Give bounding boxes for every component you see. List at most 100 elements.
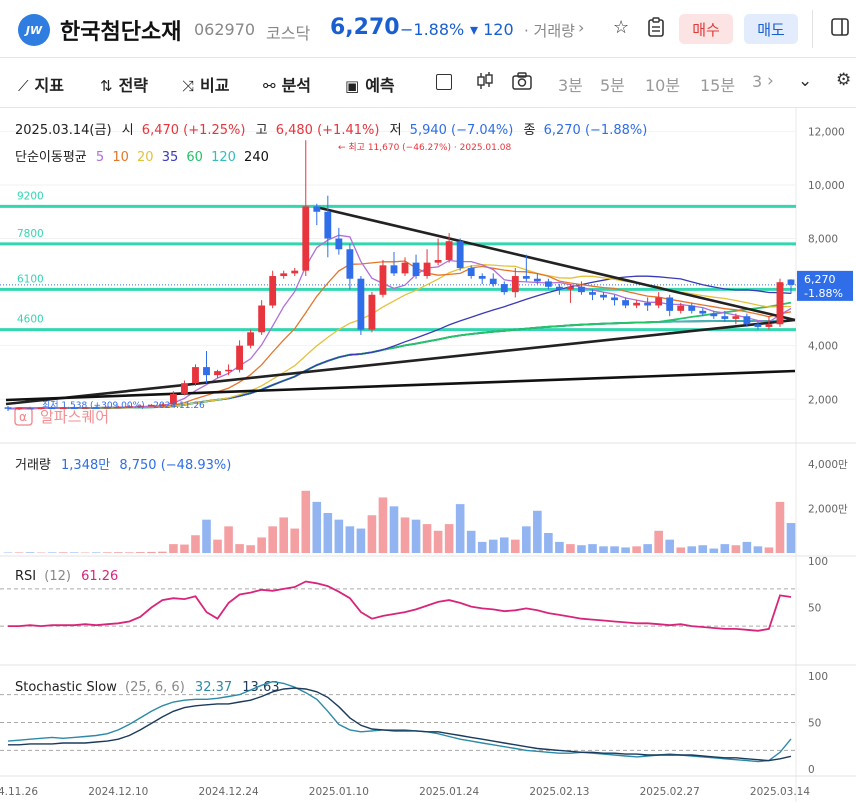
candle-body	[103, 407, 111, 409]
candle-body	[59, 407, 67, 410]
volume-bar	[466, 530, 476, 553]
candle-body	[533, 278, 541, 282]
timeframe-10m[interactable]: 10분	[645, 76, 681, 95]
level-label: 6100	[17, 273, 44, 285]
volume-bar	[158, 551, 167, 553]
chevron-right-icon[interactable]: ›	[578, 18, 585, 37]
info-high: 6,480 (+1.41%)	[276, 123, 380, 138]
volume-label: · 거래량	[524, 22, 575, 40]
buy-button[interactable]: 매수	[679, 14, 733, 44]
volume-bar	[202, 519, 211, 553]
star-icon[interactable]: ☆	[613, 17, 630, 38]
candle-body	[236, 345, 244, 370]
volume-bar	[764, 547, 774, 553]
info-open: 6,470 (+1.25%)	[142, 123, 246, 138]
candle-body	[721, 316, 729, 319]
candle-body	[699, 310, 707, 314]
candle-body	[247, 332, 255, 346]
gear-icon[interactable]: ⚙	[836, 70, 852, 90]
candle-body	[578, 286, 585, 293]
candle-body	[136, 405, 144, 408]
drawing-box-icon[interactable]	[436, 74, 452, 90]
candle-body	[776, 282, 784, 325]
candle-body	[544, 281, 552, 287]
high-annotation: ← 최고 11,670 (−46.27%) · 2025.01.08	[338, 142, 511, 153]
low-annotation: 최저 1,538 (+309.00%) · 2024.11.26	[42, 400, 205, 411]
company-logo: JW	[18, 14, 50, 46]
volume-bar	[422, 524, 432, 553]
volume-bar	[235, 544, 244, 553]
volume-bar	[522, 526, 531, 553]
timeframe-more[interactable]: 3	[752, 72, 763, 91]
volume-bar	[588, 544, 597, 553]
candle-body	[158, 404, 166, 406]
sell-button[interactable]: 매도	[744, 14, 798, 44]
rsi-tick-label: 100	[808, 556, 828, 568]
volume-tick-label: 2,000만	[808, 504, 848, 516]
volume-bar	[69, 552, 79, 553]
candle-body	[754, 324, 762, 327]
volume-bar	[665, 539, 674, 553]
candle-body	[787, 279, 795, 285]
current-price: 6,270	[330, 15, 400, 40]
rsi-line	[8, 580, 792, 632]
x-tick-label: 2024.12.24	[199, 786, 259, 798]
candle-body	[589, 292, 596, 295]
volume-bar	[477, 541, 487, 553]
timeframe-3m[interactable]: 3분	[558, 76, 583, 95]
candle-body	[346, 249, 354, 279]
volume-bar	[91, 552, 101, 553]
indicator-button[interactable]: ⟋ 지표	[18, 76, 64, 95]
candle-body	[445, 241, 453, 260]
svg-text:6,270: 6,270	[804, 273, 836, 286]
volume-bar	[786, 523, 796, 553]
candlestick-icon[interactable]	[476, 71, 494, 96]
candle-body	[170, 393, 177, 405]
volume-bar	[389, 506, 399, 553]
svg-text:2025.03.14(금) 시 6,470: 2025.03.14(금) 시 6,470 (+1.25%) 고 6,480 (…	[15, 123, 647, 138]
last-price-badge: 6,270 -1.88%	[797, 270, 853, 301]
volume-bar	[268, 526, 277, 553]
candle-body	[500, 284, 508, 293]
level-label: 4600	[17, 314, 44, 326]
candle-body	[70, 407, 78, 410]
candle-body	[567, 286, 574, 290]
header-divider	[812, 10, 813, 48]
predict-button[interactable]: ▣ 예측	[345, 76, 395, 95]
volume-bar	[334, 519, 344, 553]
volume-bar	[544, 533, 553, 553]
x-tick-label: 2024.11.26	[0, 786, 38, 798]
candle-body	[368, 294, 376, 330]
price-tick-label: 12,000	[808, 126, 845, 138]
volume-bar	[533, 510, 542, 553]
camera-icon[interactable]	[511, 71, 533, 96]
x-tick-label: 2025.01.24	[419, 786, 479, 798]
candle-body	[456, 241, 464, 268]
change-percent: −1.88%	[400, 20, 465, 39]
candle-body	[125, 406, 133, 408]
volume-bar	[58, 552, 68, 553]
stoch-tick-label: 0	[808, 764, 815, 776]
candle-body	[644, 302, 652, 306]
volume-bar	[455, 504, 465, 553]
volume-bar	[191, 535, 200, 553]
timeframe-5m[interactable]: 5분	[600, 76, 625, 95]
volume-bar	[676, 547, 686, 553]
sidebar-toggle-icon[interactable]	[830, 17, 850, 42]
clipboard-icon[interactable]	[647, 17, 665, 42]
chevron-down-icon[interactable]: ⌄	[798, 71, 813, 91]
strategy-button[interactable]: ⇅ 전략	[100, 76, 149, 95]
candle-body	[600, 294, 607, 298]
stock-name[interactable]: 한국첨단소재	[60, 20, 182, 45]
info-close: 6,270 (−1.88%)	[544, 123, 648, 138]
timeframe-15m[interactable]: 15분	[700, 76, 736, 95]
compare-button[interactable]: ⤨ 비교	[182, 76, 230, 95]
svg-text:알파스퀘어: 알파스퀘어	[40, 408, 109, 426]
candle-body	[655, 297, 663, 306]
volume-bar	[577, 545, 586, 553]
candle-body	[666, 297, 674, 311]
candle-body	[390, 265, 398, 274]
chevron-right-icon[interactable]: ›	[767, 71, 774, 91]
analysis-button[interactable]: ⚯ 분석	[263, 76, 312, 95]
